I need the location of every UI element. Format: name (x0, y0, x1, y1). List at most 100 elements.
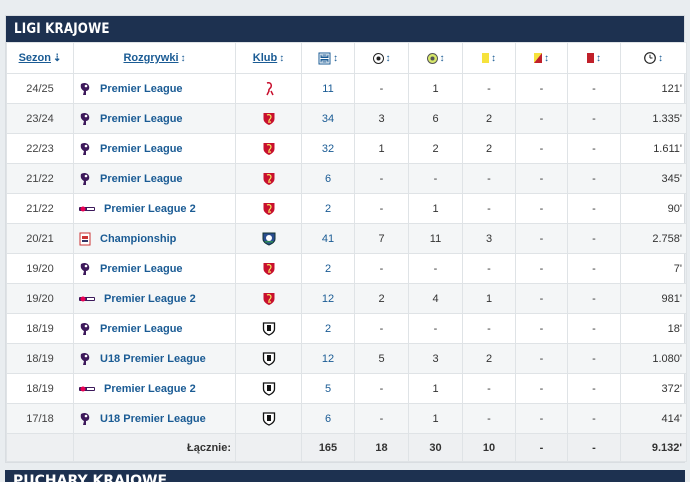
table-row: 18/19 Premier League 2- - - - -18' (6, 313, 687, 344)
sort-icon[interactable]: ↕ (439, 53, 445, 64)
second-yellow-header[interactable]: ↕ (515, 42, 568, 74)
ball-assists-icon (426, 52, 438, 64)
yellow-cards-cell: 2 (462, 343, 516, 374)
sort-icon[interactable]: ↕ (279, 53, 285, 64)
premier-league-icon (78, 322, 92, 335)
liverpool-crest-icon[interactable] (262, 172, 276, 185)
appearances-cell[interactable]: 6 (301, 403, 355, 434)
competition-link[interactable]: Premier League (100, 82, 183, 95)
sort-icon[interactable]: ↕ (491, 53, 496, 64)
club-cell[interactable] (235, 73, 302, 104)
competition-cell[interactable]: Premier League (73, 313, 236, 344)
sort-icon[interactable]: ↕ (333, 52, 338, 64)
competition-cell[interactable]: Premier League (73, 163, 236, 194)
minutes-cell: 121' (620, 73, 687, 104)
club-cell[interactable] (235, 193, 302, 224)
appearances-cell[interactable]: 34 (301, 103, 355, 134)
premier-league-icon (78, 412, 92, 425)
club-cell[interactable] (235, 163, 302, 194)
competition-link[interactable]: Premier League (100, 322, 183, 335)
competition-cell[interactable]: U18 Premier League (73, 403, 236, 434)
liverpool-crest-icon[interactable] (262, 292, 276, 305)
liverpool-crest-icon[interactable] (262, 262, 276, 275)
minutes-header[interactable]: ↕ (620, 42, 687, 74)
yellow-cards-header[interactable]: ↕ (462, 42, 516, 74)
club-cell[interactable] (235, 253, 302, 284)
red-cards-cell: - (567, 73, 621, 104)
competition-cell[interactable]: Premier League (73, 133, 236, 164)
assists-header[interactable]: ↕ (408, 42, 463, 74)
competition-link[interactable]: Premier League (100, 112, 183, 125)
liverpool-crest-icon[interactable] (262, 202, 276, 215)
competition-link[interactable]: Premier League 2 (104, 292, 196, 305)
competition-cell[interactable]: Premier League 2 (73, 193, 236, 224)
table-row: 23/24 Premier League 34 3 6 2- -1.335' (6, 103, 687, 134)
red-cards-cell: - (567, 223, 621, 254)
competition-link[interactable]: U18 Premier League (100, 412, 206, 425)
competition-link[interactable]: Premier League 2 (104, 202, 196, 215)
fulham-crest-icon[interactable] (262, 321, 276, 336)
club-cell[interactable] (235, 373, 302, 404)
season-cell: 19/20 (6, 253, 74, 284)
championship-icon (78, 232, 92, 245)
competition-cell[interactable]: U18 Premier League (73, 343, 236, 374)
competition-link[interactable]: Premier League (100, 262, 183, 275)
second-yellow-cell: - (515, 73, 568, 104)
fulham-crest-icon[interactable] (262, 411, 276, 426)
appearances-cell[interactable]: 2 (301, 193, 355, 224)
red-cards-header[interactable]: ↕ (567, 42, 621, 74)
club-cell[interactable] (235, 223, 302, 254)
sort-icon[interactable]: ↕ (658, 52, 663, 64)
appearances-cell[interactable]: 12 (301, 283, 355, 314)
competition-link[interactable]: Premier League (100, 172, 183, 185)
fulham-crest-icon[interactable] (262, 381, 276, 396)
minutes-cell: 90' (620, 193, 687, 224)
club-cell[interactable] (235, 103, 302, 134)
club-cell[interactable] (235, 283, 302, 314)
appearances-cell[interactable]: 41 (301, 223, 355, 254)
appearances-cell[interactable]: 12 (301, 343, 355, 374)
liverpool-crest-icon[interactable] (262, 142, 276, 155)
club-cell[interactable] (235, 313, 302, 344)
appearances-cell[interactable]: 6 (301, 163, 355, 194)
competition-link[interactable]: Premier League (100, 142, 183, 155)
appearances-cell[interactable]: 32 (301, 133, 355, 164)
liverpool-crest-icon[interactable] (262, 81, 276, 95)
competition-cell[interactable]: Premier League (73, 73, 236, 104)
appearances-cell[interactable]: 11 (301, 73, 355, 104)
competition-header[interactable]: Rozgrywki ↕ (73, 42, 236, 74)
competition-cell[interactable]: Premier League 2 (73, 283, 236, 314)
assists-cell: 1 (408, 373, 463, 404)
totals-second-yellow: - (515, 433, 568, 462)
liverpool-crest-icon[interactable] (262, 112, 276, 125)
appearances-cell[interactable]: 5 (301, 373, 355, 404)
sort-icon[interactable]: ↕ (385, 53, 391, 64)
season-header[interactable]: Sezon ⇣ (6, 42, 74, 74)
second-yellow-cell: - (515, 403, 568, 434)
appearances-cell[interactable]: 2 (301, 313, 355, 344)
competition-cell[interactable]: Championship (73, 223, 236, 254)
club-cell[interactable] (235, 403, 302, 434)
fulham-crest-icon[interactable] (262, 351, 276, 366)
competition-link[interactable]: Championship (100, 232, 177, 245)
premier-league-icon (78, 82, 92, 95)
competition-link[interactable]: Premier League 2 (104, 382, 196, 395)
sort-icon[interactable]: ↕ (180, 53, 186, 64)
sort-down-icon[interactable]: ⇣ (53, 53, 62, 64)
second-yellow-cell: - (515, 343, 568, 374)
club-cell[interactable] (235, 343, 302, 374)
totals-red: - (567, 433, 621, 462)
sort-icon[interactable]: ↕ (596, 53, 601, 64)
competition-link[interactable]: U18 Premier League (100, 352, 206, 365)
competition-cell[interactable]: Premier League (73, 103, 236, 134)
club-cell[interactable] (235, 133, 302, 164)
competition-cell[interactable]: Premier League 2 (73, 373, 236, 404)
sort-icon[interactable]: ↕ (544, 53, 549, 64)
appearances-cell[interactable]: 2 (301, 253, 355, 284)
second-yellow-cell: - (515, 133, 568, 164)
competition-cell[interactable]: Premier League (73, 253, 236, 284)
goals-header[interactable]: ↕ (354, 42, 409, 74)
club-header[interactable]: Klub ↕ (235, 42, 302, 74)
blackburn-crest-icon[interactable] (262, 232, 276, 246)
appearances-header[interactable]: ↕ (301, 42, 355, 74)
